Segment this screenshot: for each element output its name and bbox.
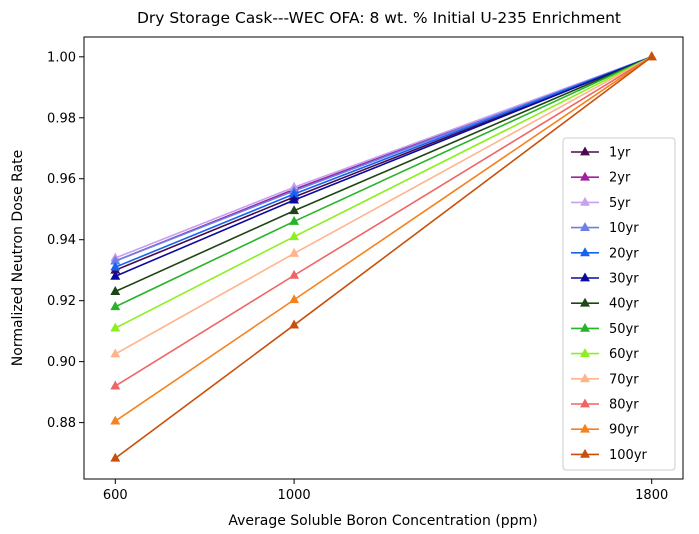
y-tick-label: 0.96 <box>47 172 76 187</box>
y-tick-label: 1.00 <box>47 50 76 65</box>
data-point <box>647 51 657 60</box>
legend-label: 60yr <box>609 347 639 362</box>
x-tick-label: 1000 <box>278 488 311 503</box>
legend: 1yr 2yr 5yr 10yr 20yr 30yr 40yr 50yr 60yr 70yr 80y… <box>563 138 675 470</box>
y-tick-label: 0.90 <box>47 355 76 370</box>
chart-title: Dry Storage Cask---WEC OFA: 8 wt. % Init… <box>137 9 621 27</box>
x-axis: 600 1000 1800 <box>103 479 668 503</box>
legend-label: 10yr <box>609 221 639 236</box>
data-point <box>110 416 120 425</box>
legend-label: 70yr <box>609 372 639 387</box>
data-point <box>289 270 299 279</box>
y-tick-label: 0.98 <box>47 111 76 126</box>
data-point <box>110 381 120 390</box>
x-tick-label: 600 <box>103 488 128 503</box>
legend-label: 90yr <box>609 423 639 438</box>
legend-label: 5yr <box>609 196 631 211</box>
data-point <box>110 453 120 462</box>
y-tick-label: 0.88 <box>47 416 76 431</box>
x-tick-label: 1800 <box>635 488 668 503</box>
legend-label: 2yr <box>609 171 631 186</box>
legend-label: 20yr <box>609 246 639 261</box>
legend-label: 1yr <box>609 146 631 161</box>
x-axis-label: Average Soluble Boron Concentration (ppm… <box>228 513 537 529</box>
data-point <box>289 294 299 303</box>
legend-label: 40yr <box>609 297 639 312</box>
legend-label: 100yr <box>609 448 648 463</box>
legend-label: 50yr <box>609 322 639 337</box>
y-axis: 0.88 0.90 0.92 0.94 0.96 0.98 1.00 <box>47 50 84 431</box>
y-tick-label: 0.92 <box>47 294 76 309</box>
legend-label: 30yr <box>609 272 639 287</box>
y-tick-label: 0.94 <box>47 233 76 248</box>
data-point <box>289 320 299 329</box>
y-axis-label: Normalized Neutron Dose Rate <box>10 150 26 366</box>
legend-label: 80yr <box>609 398 639 413</box>
